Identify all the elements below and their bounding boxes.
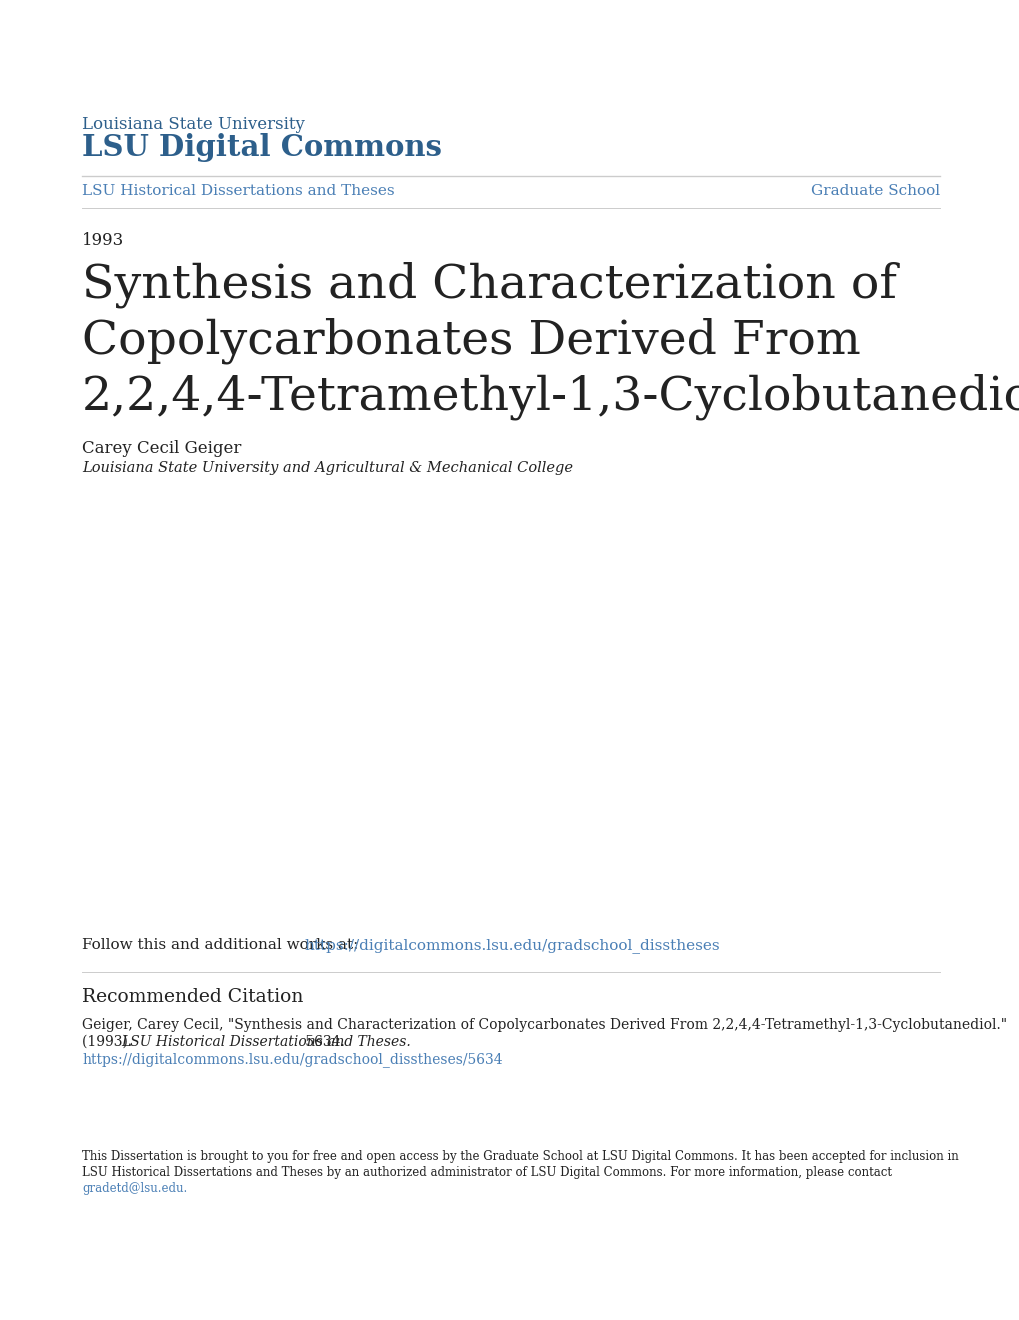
Text: https://digitalcommons.lsu.edu/gradschool_disstheses: https://digitalcommons.lsu.edu/gradschoo… — [304, 939, 719, 953]
Text: 1993: 1993 — [82, 232, 124, 249]
Text: Geiger, Carey Cecil, "Synthesis and Characterization of Copolycarbonates Derived: Geiger, Carey Cecil, "Synthesis and Char… — [82, 1018, 1006, 1032]
Text: LSU Historical Dissertations and Theses: LSU Historical Dissertations and Theses — [82, 183, 394, 198]
Text: Graduate School: Graduate School — [810, 183, 940, 198]
Text: Louisiana State University and Agricultural & Mechanical College: Louisiana State University and Agricultu… — [82, 461, 573, 475]
Text: https://digitalcommons.lsu.edu/gradschool_disstheses/5634: https://digitalcommons.lsu.edu/gradschoo… — [82, 1052, 502, 1067]
Text: Synthesis and Characterization of: Synthesis and Characterization of — [82, 261, 896, 309]
Text: LSU Digital Commons: LSU Digital Commons — [82, 133, 441, 162]
Text: This Dissertation is brought to you for free and open access by the Graduate Sch: This Dissertation is brought to you for … — [82, 1150, 958, 1163]
Text: 5634.: 5634. — [301, 1035, 344, 1049]
Text: (1993).: (1993). — [82, 1035, 137, 1049]
Text: gradetd@lsu.edu.: gradetd@lsu.edu. — [82, 1181, 187, 1195]
Text: LSU Historical Dissertations and Theses by an authorized administrator of LSU Di: LSU Historical Dissertations and Theses … — [82, 1166, 892, 1179]
Text: 2,2,4,4-Tetramethyl-1,3-Cyclobutanediol.: 2,2,4,4-Tetramethyl-1,3-Cyclobutanediol. — [82, 374, 1019, 421]
Text: Louisiana State University: Louisiana State University — [82, 116, 305, 133]
Text: Recommended Citation: Recommended Citation — [82, 987, 303, 1006]
Text: LSU Historical Dissertations and Theses.: LSU Historical Dissertations and Theses. — [121, 1035, 411, 1049]
Text: Carey Cecil Geiger: Carey Cecil Geiger — [82, 440, 242, 457]
Text: Copolycarbonates Derived From: Copolycarbonates Derived From — [82, 318, 860, 364]
Text: Follow this and additional works at:: Follow this and additional works at: — [82, 939, 368, 952]
